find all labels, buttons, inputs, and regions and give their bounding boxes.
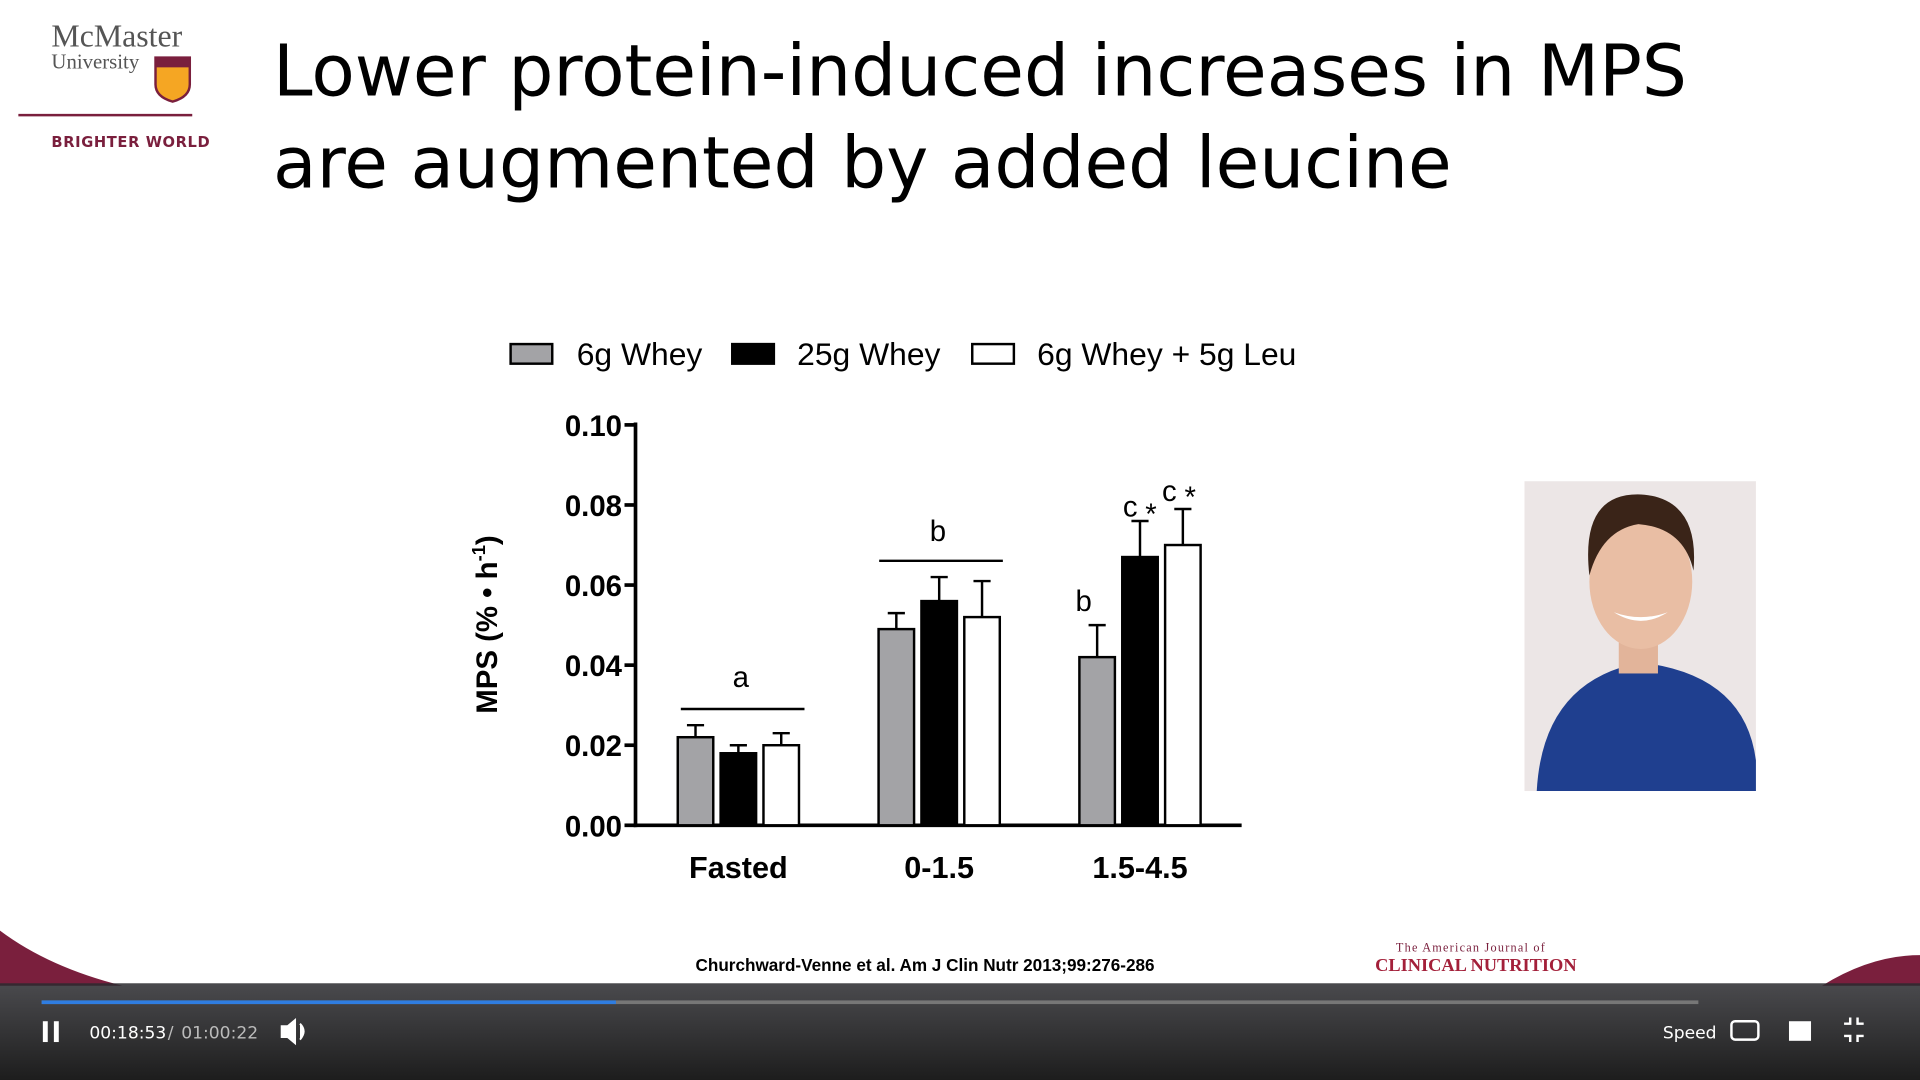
slide-title: are augmented by added leucine	[273, 121, 1452, 204]
journal-name: CLINICAL NUTRITION	[1375, 955, 1577, 975]
y-axis-label: MPS (% • h-1)	[468, 535, 504, 713]
bar	[920, 599, 959, 827]
chapters-button[interactable]	[1788, 1021, 1812, 1041]
logo-sub: University	[51, 50, 139, 74]
x-tick-label: Fasted	[689, 851, 788, 885]
y-tick-label: 0.02	[565, 730, 622, 763]
current-time: 00:18:53	[89, 1023, 166, 1043]
speed-button[interactable]: Speed	[1663, 1023, 1717, 1043]
y-axis-label-part: )	[471, 535, 504, 545]
bar	[762, 743, 801, 827]
legend-label: 6g Whey + 5g Leu	[1037, 336, 1296, 372]
legend-swatch	[509, 342, 554, 365]
logo-name: McMaster	[51, 19, 182, 54]
captions-button[interactable]	[1730, 1020, 1760, 1041]
citation: Churchward-Venne et al. Am J Clin Nutr 2…	[696, 955, 1155, 975]
logo-tagline: BRIGHTER WORLD	[51, 134, 210, 151]
annotation: c	[1162, 475, 1177, 508]
bar	[1078, 655, 1117, 827]
bar	[1163, 543, 1202, 827]
y-axis-label-part: MPS (% • h	[471, 561, 504, 713]
legend-swatch	[971, 342, 1016, 365]
y-tick-label: 0.04	[565, 650, 623, 683]
progress-played	[41, 1000, 616, 1005]
bar	[676, 735, 715, 827]
pause-button[interactable]	[42, 1021, 59, 1043]
speaker-photo	[1524, 481, 1756, 792]
x-tick-label: 0-1.5	[904, 851, 974, 885]
logo-crest	[154, 56, 192, 103]
x-tick-label: 1.5-4.5	[1092, 851, 1187, 885]
slide-title: Lower protein-induced increases in MPS	[273, 30, 1687, 113]
progress-track[interactable]	[41, 1000, 1699, 1005]
player-bar	[0, 983, 1920, 1080]
y-axis-label-part: -1	[468, 545, 489, 561]
legend-label: 6g Whey	[577, 336, 703, 372]
bar-chart: 0.00 0.02 0.04 0.06 0.08 0.10 MPS (% • h-1) Fas…	[468, 336, 1296, 885]
y-tick-label: 0.00	[565, 810, 622, 843]
bar	[1121, 555, 1159, 827]
annotation: b	[1076, 585, 1092, 618]
annotation: c	[1123, 491, 1138, 524]
y-tick-label: 0.08	[565, 490, 622, 523]
y-tick-label: 0.10	[565, 410, 622, 443]
journal-name: The American Journal of	[1396, 940, 1546, 954]
volume-button[interactable]	[280, 1018, 305, 1046]
bar	[963, 615, 1002, 827]
bar	[877, 627, 916, 827]
logo-crest-band	[155, 57, 190, 68]
exit-fullscreen-button[interactable]	[1844, 1017, 1864, 1043]
time-separator: /	[168, 1023, 174, 1043]
legend-swatch	[731, 342, 776, 365]
bar	[719, 752, 758, 827]
annotation: *	[1145, 498, 1156, 531]
y-tick-label: 0.06	[565, 570, 622, 603]
legend-label: 25g Whey	[797, 336, 940, 372]
annotation: *	[1184, 481, 1195, 514]
duration: 01:00:22	[181, 1023, 258, 1043]
annotation: a	[733, 661, 750, 694]
annotation: b	[930, 515, 946, 548]
